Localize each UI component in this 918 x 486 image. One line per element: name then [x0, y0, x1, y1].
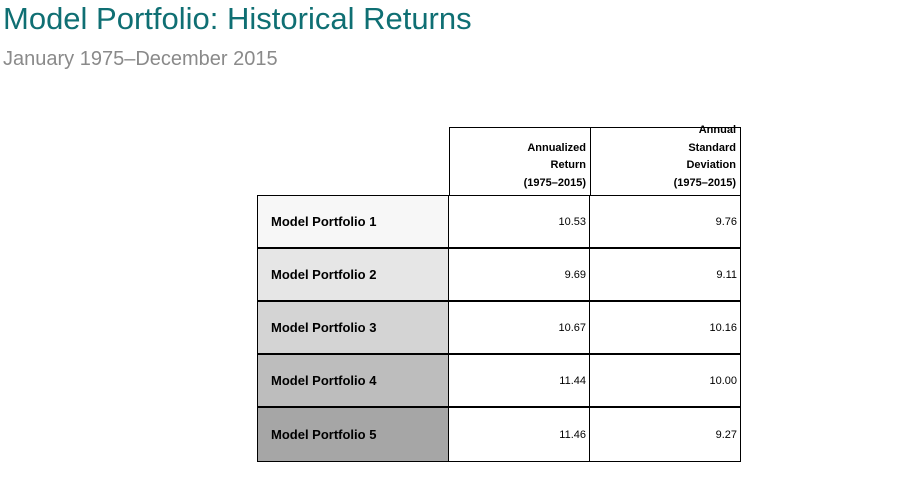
table-row: Model Portfolio 3 10.67 10.16 — [257, 302, 741, 355]
annualized-return-cell: 10.67 — [449, 302, 590, 353]
page-subtitle: January 1975–December 2015 — [3, 48, 278, 70]
header-return-line: (1975–2015) — [523, 176, 586, 189]
std-dev-cell: 9.76 — [590, 196, 741, 247]
portfolio-name-cell: Model Portfolio 3 — [257, 302, 449, 353]
std-dev-cell: 10.16 — [590, 302, 741, 353]
header-std-dev-line: Deviation — [686, 159, 736, 171]
header-std-dev-line: (1975–2015) — [673, 176, 736, 189]
portfolio-name-cell: Model Portfolio 2 — [257, 249, 449, 300]
annualized-return-cell: 11.44 — [449, 355, 590, 406]
header-return-line: Return — [550, 159, 586, 171]
table-row: Model Portfolio 2 9.69 9.11 — [257, 249, 741, 302]
header-std-dev-line: Standard — [688, 141, 736, 154]
header-annual-std-dev: Annual Standard Deviation (1975–2015) — [590, 124, 741, 195]
std-dev-cell: 9.11 — [590, 249, 741, 300]
header-annualized-return: Annualized Return (1975–2015) — [449, 127, 591, 195]
table-row: Model Portfolio 1 10.53 9.76 — [257, 196, 741, 249]
std-dev-cell: 9.27 — [590, 408, 741, 461]
page-title: Model Portfolio: Historical Returns — [3, 1, 472, 36]
table-row: Model Portfolio 5 11.46 9.27 — [257, 408, 741, 462]
header-return-text: Annualized Return (1975–2015) — [524, 140, 586, 193]
header-std-dev-text: Annual Standard Deviation (1975–2015) — [674, 122, 736, 192]
header-std-dev-line: Annual — [698, 124, 736, 136]
annualized-return-cell: 10.53 — [449, 196, 590, 247]
portfolio-name-cell: Model Portfolio 4 — [257, 355, 449, 406]
annualized-return-cell: 11.46 — [449, 408, 590, 461]
header-return-line: Annualized — [527, 141, 586, 154]
portfolio-table: Model Portfolio 1 10.53 9.76 Model Portf… — [257, 195, 741, 462]
annualized-return-cell: 9.69 — [449, 249, 590, 300]
std-dev-cell: 10.00 — [590, 355, 741, 406]
portfolio-name-cell: Model Portfolio 1 — [257, 196, 449, 247]
portfolio-name-cell: Model Portfolio 5 — [257, 408, 449, 461]
table-row: Model Portfolio 4 11.44 10.00 — [257, 355, 741, 408]
